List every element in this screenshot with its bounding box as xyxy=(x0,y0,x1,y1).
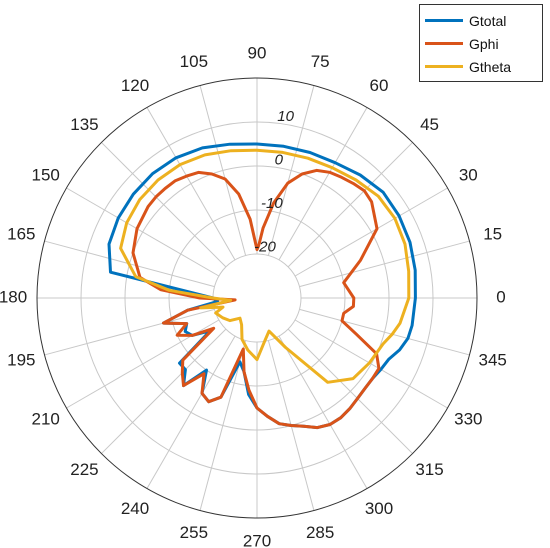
series-line-gphi xyxy=(131,168,381,430)
ring--10 xyxy=(168,209,346,387)
legend-swatch-gtotal xyxy=(425,19,463,22)
ring-0 xyxy=(124,165,390,431)
angle-tick-0: 0 xyxy=(496,287,505,306)
legend-label-gphi: Gphi xyxy=(469,35,499,52)
angle-tick-75: 75 xyxy=(311,52,330,71)
legend-item-gtheta: Gtheta xyxy=(420,55,542,78)
r-tick--10: -10 xyxy=(261,195,283,212)
legend-label-gtheta: Gtheta xyxy=(469,58,512,75)
angle-tick-90: 90 xyxy=(248,43,267,62)
legend-item-gtotal: Gtotal xyxy=(420,9,542,32)
tick-labels: 0 15 30 45 60 75 90 105 120 135 150 165 180 195 210 225… xyxy=(0,43,507,548)
angle-tick-150: 150 xyxy=(32,165,60,184)
angle-tick-255: 255 xyxy=(180,523,208,542)
r-tick-10: 10 xyxy=(277,108,294,125)
polar-grid xyxy=(36,77,478,519)
legend: Gtotal Gphi Gtheta xyxy=(419,4,543,82)
angle-tick-30: 30 xyxy=(459,165,478,184)
angle-tick-210: 210 xyxy=(32,409,60,428)
series-layer xyxy=(107,142,417,430)
angle-tick-345: 345 xyxy=(478,351,506,370)
outer-ring xyxy=(36,77,478,519)
r-tick--20: -20 xyxy=(254,239,276,256)
legend-swatch-gphi xyxy=(425,42,463,45)
angle-tick-15: 15 xyxy=(483,224,502,243)
angle-tick-165: 165 xyxy=(7,224,35,243)
angle-tick-270: 270 xyxy=(243,531,271,548)
legend-label-gtotal: Gtotal xyxy=(469,12,507,29)
angle-tick-120: 120 xyxy=(121,76,149,95)
r-tick-0: 0 xyxy=(275,152,284,169)
series-line-gtheta xyxy=(119,148,411,384)
angle-tick-60: 60 xyxy=(370,76,389,95)
angle-tick-135: 135 xyxy=(70,115,98,134)
angle-tick-285: 285 xyxy=(306,523,334,542)
angle-tick-195: 195 xyxy=(7,351,35,370)
legend-swatch-gtheta xyxy=(425,65,463,68)
ring-10 xyxy=(80,121,434,475)
angle-tick-45: 45 xyxy=(420,115,439,134)
legend-item-gphi: Gphi xyxy=(420,32,542,55)
angle-tick-225: 225 xyxy=(70,460,98,479)
angle-tick-300: 300 xyxy=(365,499,393,518)
angle-tick-315: 315 xyxy=(415,460,443,479)
angle-tick-180: 180 xyxy=(0,287,27,306)
angle-tick-240: 240 xyxy=(121,499,149,518)
angle-tick-330: 330 xyxy=(454,409,482,428)
angle-tick-105: 105 xyxy=(180,52,208,71)
